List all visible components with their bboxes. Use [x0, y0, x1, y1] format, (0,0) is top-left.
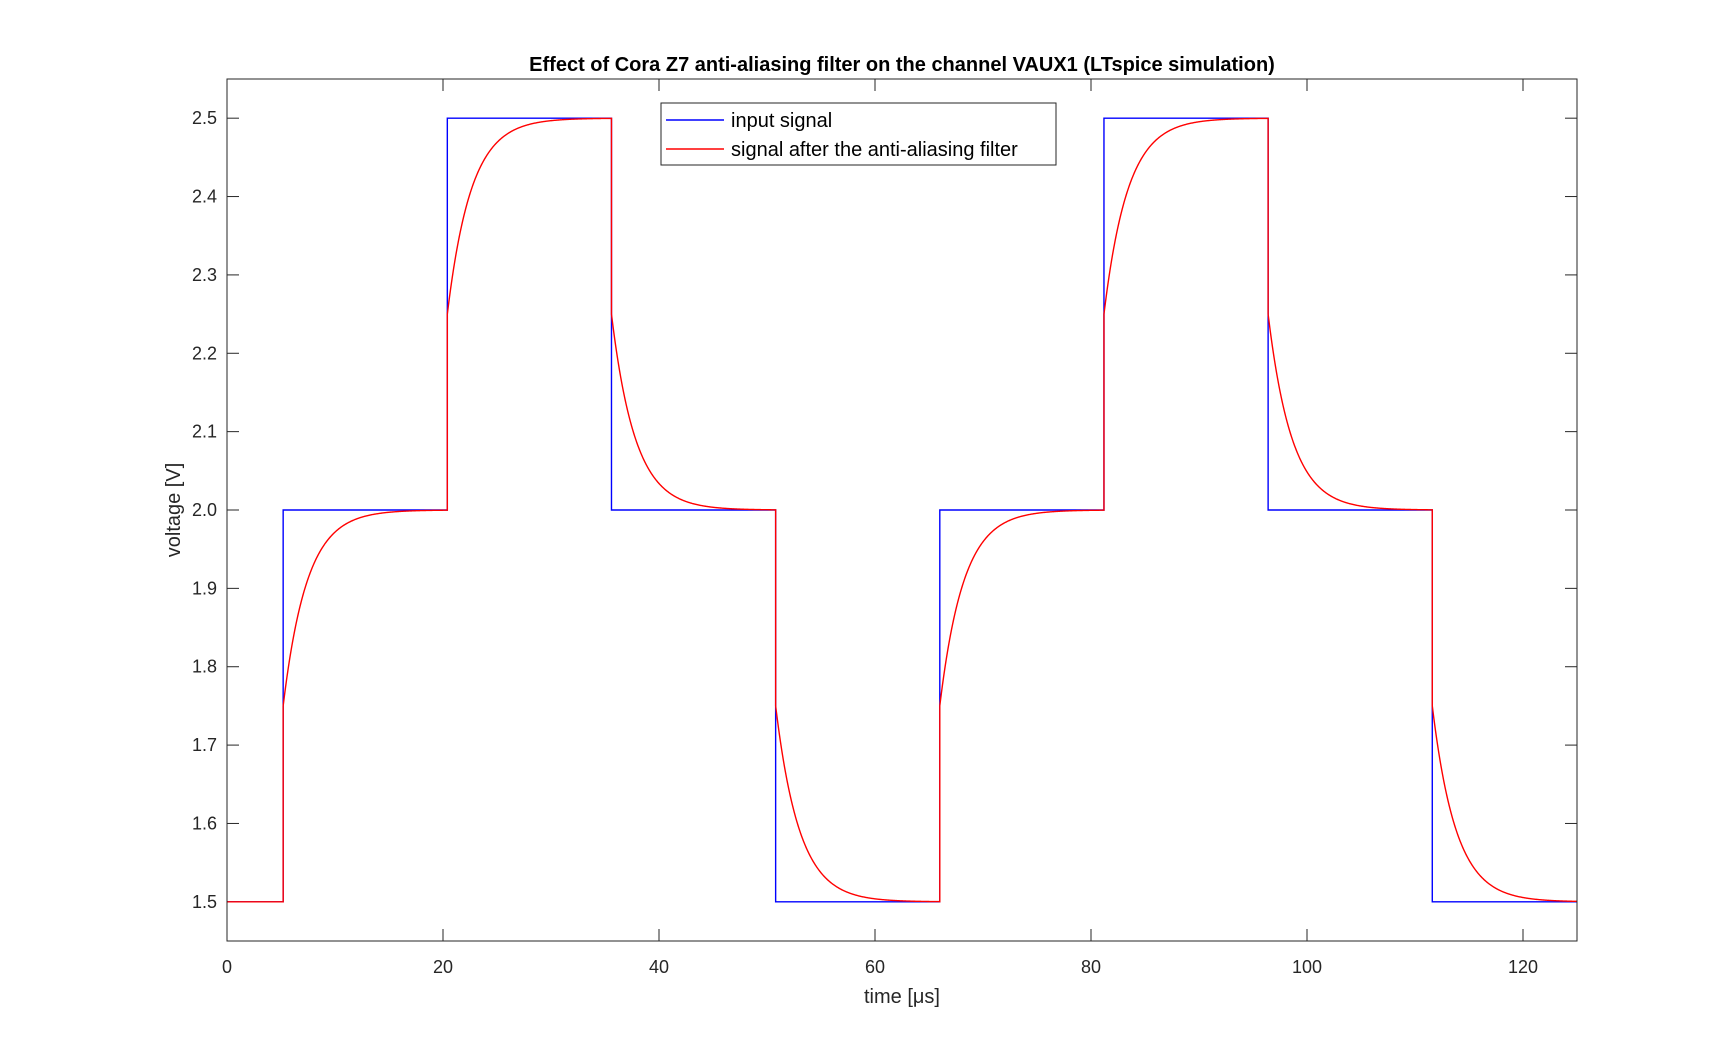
axis-ticks: [226, 79, 1577, 941]
y-tick-label: 1.5: [192, 892, 217, 912]
y-tick-label: 1.8: [192, 657, 217, 677]
chart-title: Effect of Cora Z7 anti-aliasing filter o…: [529, 54, 1275, 76]
legend-box: [660, 102, 1057, 166]
legend-label-input-signal: input signal: [731, 110, 832, 132]
x-tick-label: 40: [649, 957, 669, 977]
legend-label-filtered-signal: signal after the anti-aliasing filter: [731, 139, 1018, 161]
x-tick-label: 100: [1292, 957, 1322, 977]
y-axis-tick-labels: 1.5 1.6 1.7 1.8 1.9 2.0 2.1 2.2 2.3 2.4 2.5: [192, 108, 217, 912]
y-tick-label: 2.4: [192, 187, 217, 207]
x-tick-label: 60: [865, 957, 885, 977]
y-axis-label: voltage [V]: [163, 463, 185, 558]
x-tick-label: 120: [1508, 957, 1538, 977]
legend: input signal signal after the anti-alias…: [660, 102, 1057, 166]
y-tick-label: 2.0: [192, 500, 217, 520]
y-tick-label: 1.9: [192, 578, 217, 598]
series-line-filtered-signal: [227, 117, 1578, 903]
x-tick-label: 0: [222, 957, 232, 977]
x-axis-label: time [μs]: [864, 986, 940, 1008]
plot-frame: [226, 78, 1578, 942]
y-tick-label: 2.3: [192, 265, 217, 285]
series-layer: [227, 117, 1578, 903]
y-tick-label: 1.7: [192, 735, 217, 755]
y-tick-label: 2.1: [192, 422, 217, 442]
x-tick-label: 20: [433, 957, 453, 977]
y-tick-label: 2.5: [192, 108, 217, 128]
x-axis-tick-labels: 0 20 40 60 80 100 120: [222, 957, 1538, 977]
y-tick-label: 1.6: [192, 813, 217, 833]
x-tick-label: 80: [1081, 957, 1101, 977]
y-tick-label: 2.2: [192, 343, 217, 363]
